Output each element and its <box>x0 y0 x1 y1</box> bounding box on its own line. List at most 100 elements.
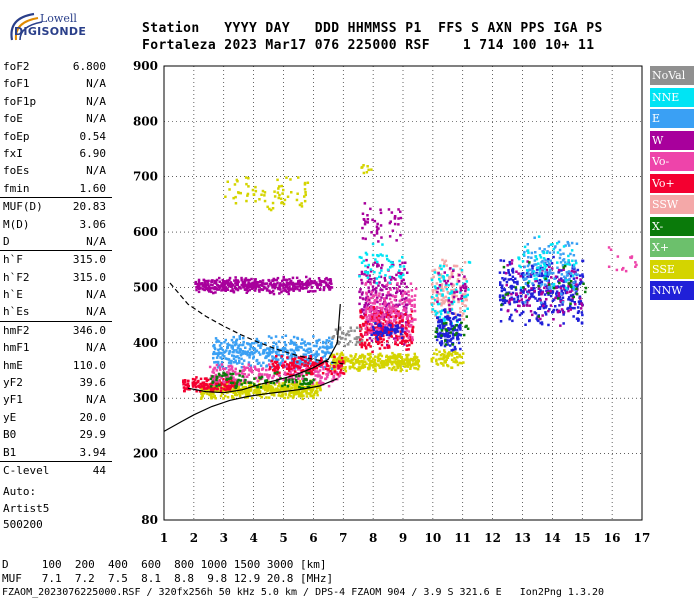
echo-point <box>372 366 375 369</box>
echo-point <box>332 335 336 338</box>
echo-point <box>358 275 361 278</box>
echo-point <box>446 279 450 283</box>
echo-point <box>291 369 295 372</box>
echo-point <box>278 193 281 197</box>
param-value: N/A <box>86 164 106 178</box>
echo-point <box>507 278 510 281</box>
echo-point <box>250 351 253 354</box>
echo-point <box>377 339 380 343</box>
echo-point <box>403 343 406 346</box>
echo-point <box>363 323 366 326</box>
echo-point <box>253 351 256 355</box>
echo-point <box>262 386 265 389</box>
echo-point <box>404 313 407 316</box>
echo-point <box>556 251 560 254</box>
echo-point <box>291 373 294 377</box>
echo-point <box>416 362 419 366</box>
x-tick-label: 1 <box>160 531 168 545</box>
echo-point <box>295 385 298 388</box>
echo-point <box>215 363 219 367</box>
echo-point <box>294 285 297 289</box>
echo-point <box>228 188 231 191</box>
echo-point <box>332 353 336 357</box>
echo-point <box>390 329 393 333</box>
echo-point <box>525 269 529 272</box>
echo-point <box>213 281 216 285</box>
echo-point <box>453 326 456 329</box>
echo-point <box>387 259 391 262</box>
echo-point <box>505 299 508 303</box>
echo-point <box>403 292 406 295</box>
param-value: N/A <box>86 393 106 407</box>
echo-point <box>367 277 371 281</box>
echo-point <box>269 381 273 385</box>
echo-point <box>234 384 237 388</box>
echo-point <box>364 270 367 274</box>
echo-point <box>344 333 348 337</box>
echo-point <box>274 361 277 365</box>
echo-point <box>514 308 517 312</box>
echo-point <box>362 297 365 301</box>
echo-point <box>338 360 341 363</box>
echo-point <box>399 330 402 333</box>
echo-point <box>499 259 502 262</box>
echo-point <box>569 274 573 278</box>
echo-point <box>552 308 556 312</box>
echo-point <box>410 340 413 344</box>
echo-point <box>569 252 572 256</box>
echo-point <box>370 168 373 171</box>
echo-point <box>213 385 216 388</box>
echo-point <box>396 365 400 368</box>
echo-point <box>216 283 219 287</box>
echo-point <box>367 298 371 301</box>
echo-point <box>381 293 384 296</box>
echo-point <box>404 341 407 344</box>
echo-point <box>545 275 548 278</box>
echo-point <box>222 371 225 375</box>
echo-point <box>319 388 322 392</box>
echo-point <box>456 355 459 359</box>
echo-point <box>323 346 326 349</box>
echo-point <box>237 280 240 284</box>
echo-point <box>373 281 376 284</box>
echo-point <box>333 365 336 368</box>
echo-point <box>392 277 396 280</box>
echo-point <box>377 317 381 320</box>
echo-point <box>186 379 190 383</box>
echo-point <box>396 338 399 342</box>
echo-point <box>226 288 229 291</box>
echo-point <box>440 283 444 286</box>
echo-point <box>201 385 204 388</box>
echo-point <box>366 357 370 361</box>
echo-point <box>381 317 384 321</box>
echo-point <box>438 273 441 277</box>
echo-point <box>365 274 368 277</box>
echo-point <box>545 268 549 272</box>
param-label: foF2 <box>3 60 30 73</box>
echo-point <box>558 256 562 260</box>
echo-point <box>350 329 353 332</box>
echo-point <box>526 281 530 285</box>
echo-point <box>557 294 561 297</box>
echo-point <box>286 379 289 382</box>
echo-point <box>543 276 546 279</box>
echo-point <box>221 365 224 368</box>
echo-point <box>288 287 291 291</box>
x-tick-label: 3 <box>220 531 228 545</box>
echo-point <box>552 255 555 259</box>
echo-point <box>268 366 272 369</box>
legend-entry-x: X+ <box>650 238 694 257</box>
echo-point <box>530 256 533 259</box>
header-labels: Station YYYY DAY DDD HHMMSS P1 FFS S AXN… <box>142 21 603 36</box>
echo-point <box>381 327 384 331</box>
echo-point <box>243 375 246 379</box>
echo-point <box>407 293 410 297</box>
echo-point <box>200 387 204 390</box>
echo-point <box>224 357 227 360</box>
echo-point <box>314 357 317 360</box>
echo-point <box>255 349 259 352</box>
echo-point <box>376 300 379 304</box>
echo-point <box>293 389 296 393</box>
param-row: foF2 6.800 <box>0 58 112 75</box>
echo-point <box>303 388 306 391</box>
